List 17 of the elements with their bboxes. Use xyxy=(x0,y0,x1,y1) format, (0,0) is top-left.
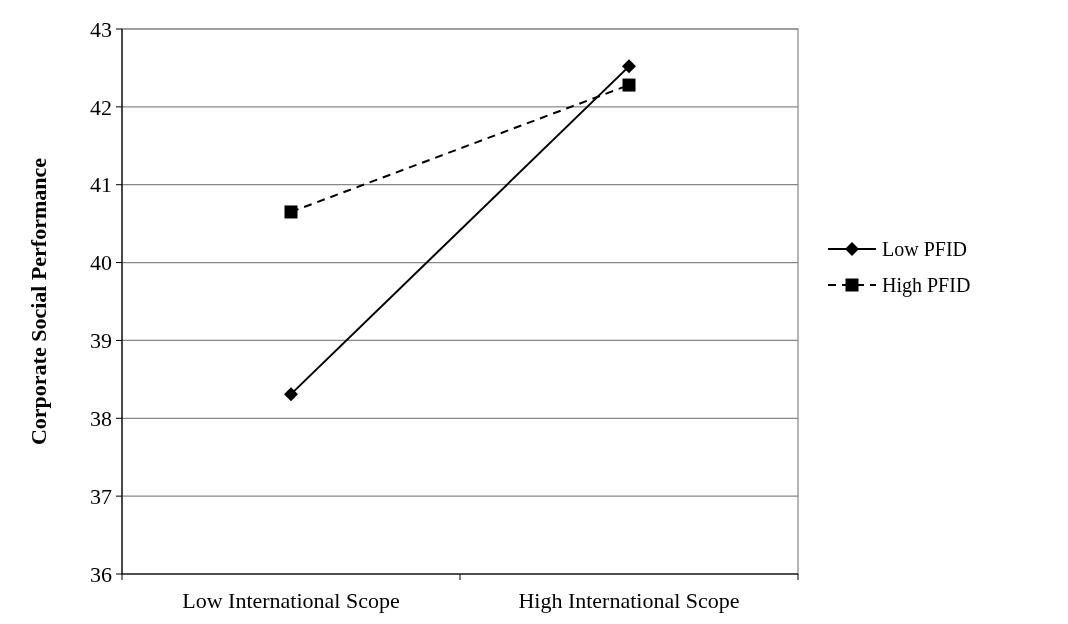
legend-label: Low PFID xyxy=(882,238,968,260)
y-tick-label: 37 xyxy=(90,483,112,509)
x-tick-label: Low International Scope xyxy=(182,588,400,613)
legend-label: High PFID xyxy=(882,274,971,297)
y-tick-label: 40 xyxy=(90,250,112,276)
point xyxy=(622,78,636,92)
point xyxy=(622,59,636,74)
y-tick-label: 39 xyxy=(90,328,112,354)
y-tick-label: 36 xyxy=(90,561,112,587)
y-tick-label: 43 xyxy=(90,16,112,42)
y-tick-label: 38 xyxy=(90,405,112,431)
y-tick-label: 42 xyxy=(90,94,112,120)
y-axis-title: Corporate Social Performance xyxy=(26,157,51,446)
y-tick-label: 41 xyxy=(90,172,112,198)
point xyxy=(284,387,298,402)
point xyxy=(284,205,298,219)
x-tick-label: High International Scope xyxy=(518,588,740,613)
